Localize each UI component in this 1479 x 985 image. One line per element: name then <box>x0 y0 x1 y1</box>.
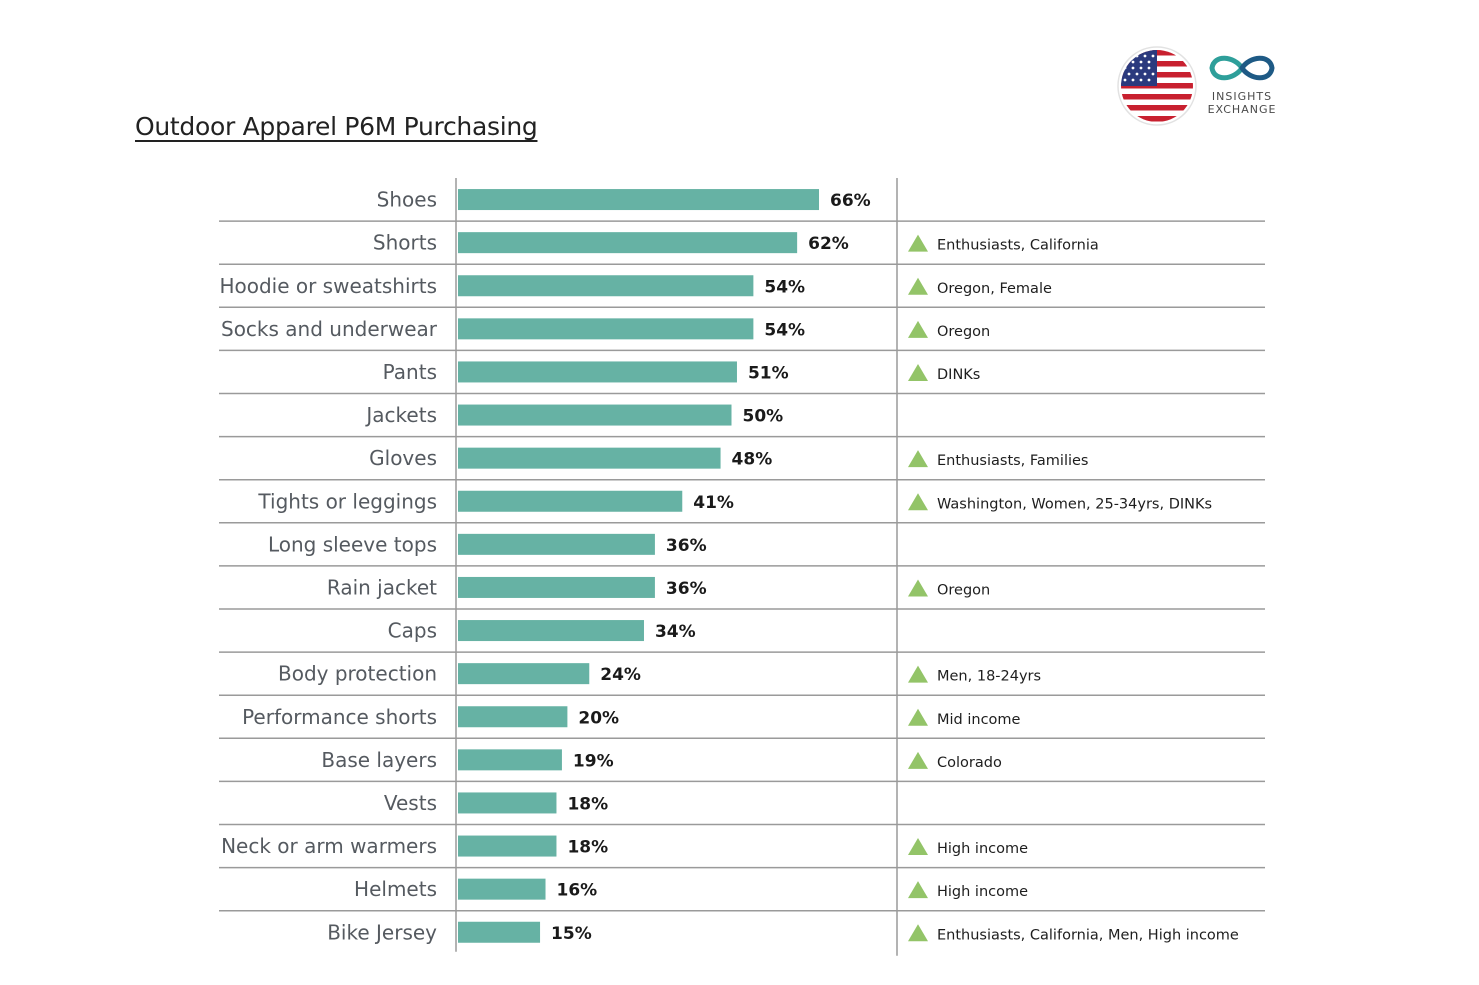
category-label: Socks and underwear <box>221 317 438 341</box>
logo-line-2: EXCHANGE <box>1207 103 1277 116</box>
up-triangle-icon <box>908 320 928 338</box>
annotation-label: Enthusiasts, Families <box>937 453 1088 469</box>
annotation-label: Oregon <box>937 582 990 598</box>
value-label: 18% <box>567 794 608 814</box>
up-triangle-icon <box>908 493 928 511</box>
up-triangle-icon <box>908 838 928 856</box>
category-label: Shoes <box>377 188 437 212</box>
category-label: Neck or arm warmers <box>221 834 437 858</box>
bar <box>458 792 557 814</box>
annotation-label: Mid income <box>937 712 1021 728</box>
category-label: Caps <box>388 619 437 643</box>
up-triangle-icon <box>908 450 928 468</box>
value-label: 36% <box>666 579 707 599</box>
insights-exchange-logo: INSIGHTS EXCHANGE <box>1200 48 1284 120</box>
bar <box>458 404 732 426</box>
annotation-label: Oregon, Female <box>937 281 1052 297</box>
up-triangle-icon <box>908 751 928 769</box>
value-label: 50% <box>743 407 784 427</box>
value-label: 51% <box>748 363 789 383</box>
page-title: Outdoor Apparel P6M Purchasing <box>135 112 538 141</box>
category-label: Body protection <box>278 662 437 686</box>
value-label: 41% <box>693 493 734 513</box>
bar <box>458 620 644 642</box>
value-label: 18% <box>567 838 608 858</box>
category-label: Rain jacket <box>327 575 437 599</box>
annotation-label: Men, 18-24yrs <box>937 669 1041 685</box>
bar <box>458 318 754 340</box>
logo-line-1: INSIGHTS <box>1211 90 1273 103</box>
value-label: 16% <box>557 881 598 901</box>
value-label: 19% <box>573 751 614 771</box>
value-label: 62% <box>808 234 849 254</box>
annotation-label: Colorado <box>937 755 1002 771</box>
up-triangle-icon <box>908 665 928 683</box>
category-label: Jackets <box>364 403 437 427</box>
category-label: Shorts <box>373 231 437 255</box>
annotation-label: Enthusiasts, California, Men, High incom… <box>937 927 1239 943</box>
bar <box>458 835 557 857</box>
value-label: 20% <box>578 708 619 728</box>
bar <box>458 663 590 685</box>
annotation-label: Washington, Women, 25-34yrs, DINKs <box>937 496 1212 512</box>
bar <box>458 232 798 254</box>
annotation-label: DINKs <box>937 367 980 383</box>
category-label: Performance shorts <box>242 705 437 729</box>
annotation-label: Enthusiasts, California <box>937 238 1099 254</box>
category-label: Vests <box>384 791 437 815</box>
value-label: 54% <box>764 320 805 340</box>
up-triangle-icon <box>908 708 928 726</box>
bar <box>458 921 541 943</box>
annotation-label: High income <box>937 841 1028 857</box>
category-label: Bike Jersey <box>327 920 437 944</box>
up-triangle-icon <box>908 924 928 942</box>
value-label: 66% <box>830 191 871 211</box>
category-label: Tights or leggings <box>257 489 437 513</box>
bar <box>458 878 546 900</box>
value-label: 54% <box>764 277 805 297</box>
category-label: Gloves <box>369 446 437 470</box>
up-triangle-icon <box>908 881 928 899</box>
bar <box>458 275 754 297</box>
value-label: 34% <box>655 622 696 642</box>
annotation-label: High income <box>937 884 1028 900</box>
up-triangle-icon <box>908 579 928 597</box>
bar <box>458 706 568 728</box>
up-triangle-icon <box>908 234 928 252</box>
category-label: Base layers <box>321 748 437 772</box>
value-label: 36% <box>666 536 707 556</box>
us-flag-icon <box>1117 46 1197 126</box>
up-triangle-icon <box>908 363 928 381</box>
infinity-icon <box>1209 55 1275 81</box>
category-label: Helmets <box>354 877 437 901</box>
value-label: 15% <box>551 924 592 944</box>
bar <box>458 189 820 211</box>
value-label: 48% <box>732 450 773 470</box>
bar <box>458 749 562 771</box>
bar <box>458 576 655 598</box>
category-label: Long sleeve tops <box>268 532 437 556</box>
bar <box>458 533 655 555</box>
bar <box>458 447 721 469</box>
category-label: Pants <box>383 360 437 384</box>
annotation-label: Oregon <box>937 324 990 340</box>
up-triangle-icon <box>908 277 928 295</box>
bar <box>458 490 683 512</box>
bar <box>458 361 737 383</box>
category-label: Hoodie or sweatshirts <box>219 274 437 298</box>
value-label: 24% <box>600 665 641 685</box>
